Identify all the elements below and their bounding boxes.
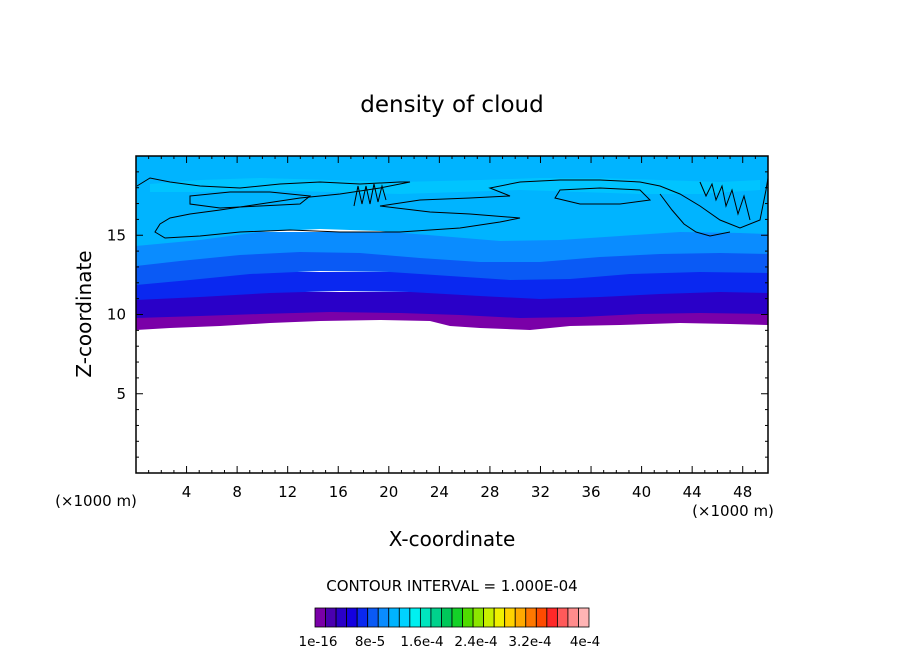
x-unit-label: (×1000 m) <box>692 502 774 520</box>
colorbar-swatch <box>514 607 527 628</box>
x-tick-label: 4 <box>182 483 192 501</box>
contour-ripple-mid <box>353 183 387 207</box>
colorbar-swatch <box>409 607 421 628</box>
x-tick-label: 32 <box>531 483 550 501</box>
colorbar-label: 2.4e-4 <box>454 634 497 650</box>
colorbar-swatch <box>535 607 548 628</box>
colorbar-swatch <box>377 607 390 628</box>
x-tick-label: 16 <box>329 483 348 501</box>
colorbar-label: 8e-5 <box>355 634 385 650</box>
colorbar-swatch <box>314 607 326 628</box>
colorbar-label: 3.2e-4 <box>508 634 551 650</box>
colorbar-swatch <box>556 607 569 628</box>
colorbar-swatch <box>472 607 485 628</box>
x-tick-label: 8 <box>232 483 242 501</box>
contour-interval-text: CONTOUR INTERVAL = 1.000E-04 <box>326 577 577 595</box>
colorbar-swatch <box>546 607 558 628</box>
y-tick-label: 15 <box>107 226 126 244</box>
layer-level-7 <box>150 178 760 194</box>
colorbar-swatch <box>493 607 506 628</box>
contour-inner-right <box>554 187 652 205</box>
colorbar-swatch <box>525 607 537 628</box>
x-tick-label: 36 <box>581 483 600 501</box>
contour-edge-right <box>659 193 731 237</box>
colorbar-label: 1.6e-4 <box>400 634 443 650</box>
contour-inner-left <box>189 191 312 209</box>
x-tick-label: 48 <box>733 483 752 501</box>
x-tick-label: 24 <box>430 483 449 501</box>
x-tick-label: 40 <box>632 483 651 501</box>
colorbar <box>314 607 590 628</box>
x-axis-label: X-coordinate <box>389 527 516 551</box>
colorbar-swatch <box>388 607 400 628</box>
cloud-density-field <box>136 156 768 330</box>
contour-ripple-right <box>699 181 751 221</box>
colorbar-swatch <box>367 607 379 628</box>
y-tick-label: 10 <box>107 306 126 324</box>
colorbar-swatch <box>504 607 516 628</box>
colorbar-swatch <box>356 607 369 628</box>
layer-level-5 <box>136 232 768 266</box>
colorbar-swatch <box>419 607 432 628</box>
layer-level-4 <box>136 252 768 285</box>
y-axis-label: Z-coordinate <box>72 250 96 377</box>
colorbar-swatch <box>567 607 579 628</box>
x-tick-label: 28 <box>480 483 499 501</box>
colorbar-swatch <box>483 607 495 628</box>
y-tick-label: 5 <box>116 385 126 403</box>
colorbar-swatch <box>335 607 348 628</box>
contour-lines <box>136 177 769 239</box>
layer-level-2 <box>136 292 768 318</box>
colorbar-labels: 1e-16 8e-5 1.6e-4 2.4e-4 3.2e-4 4e-4 <box>299 634 601 650</box>
x-axis-ticks: 4 8 12 16 20 24 28 32 36 40 44 48 <box>148 156 756 501</box>
x-tick-label: 44 <box>683 483 702 501</box>
y-axis-ticks: 5 10 15 <box>107 171 768 458</box>
colorbar-swatch <box>430 607 442 628</box>
chart-title: density of cloud <box>360 92 543 118</box>
contour-upper <box>136 177 769 239</box>
colorbar-swatch <box>398 607 411 628</box>
colorbar-swatch <box>441 607 453 628</box>
colorbar-swatch <box>325 607 337 628</box>
x-tick-label: 12 <box>278 483 297 501</box>
colorbar-swatch <box>346 607 358 628</box>
layer-level-3 <box>136 272 768 300</box>
colorbar-swatch <box>462 607 474 628</box>
y-unit-label: (×1000 m) <box>55 492 137 510</box>
colorbar-swatch <box>578 607 590 628</box>
colorbar-label: 4e-4 <box>570 634 600 650</box>
colorbar-label: 1e-16 <box>299 634 338 650</box>
colorbar-swatch <box>451 607 463 628</box>
x-tick-label: 20 <box>379 483 398 501</box>
